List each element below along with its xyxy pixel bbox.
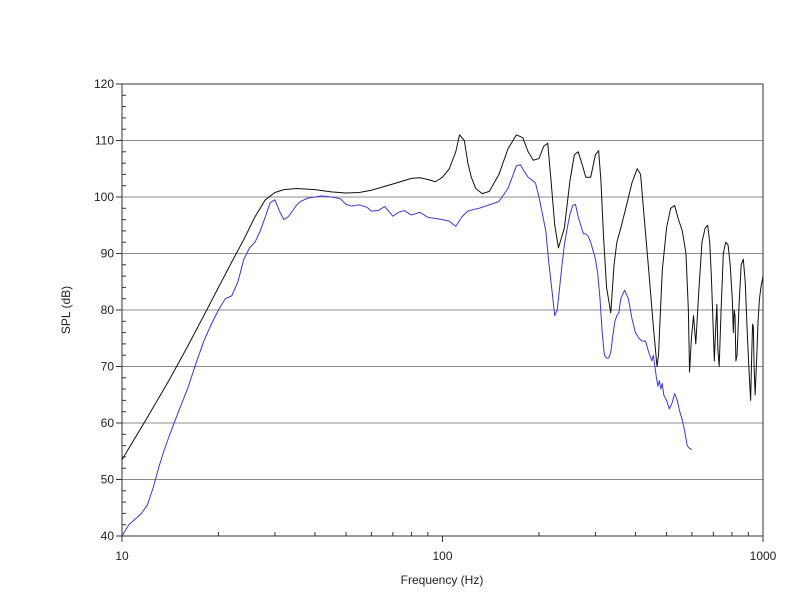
y-tick-label: 90 (101, 247, 115, 261)
y-tick-label: 100 (94, 190, 114, 204)
series-line-black (121, 134, 764, 460)
y-tick-label: 70 (101, 360, 115, 374)
x-axis-title: Frequency (Hz) (401, 573, 484, 587)
plot-frame (121, 83, 764, 537)
y-tick-label: 80 (101, 303, 115, 317)
y-tick-label: 110 (95, 134, 114, 148)
y-tick-label: 120 (94, 77, 114, 91)
x-tick-label: 100 (432, 549, 452, 563)
series-lines (121, 134, 764, 537)
x-tick-label: 1000 (750, 549, 777, 563)
y-tick-label: 40 (101, 529, 115, 543)
horizontal-gridlines (122, 140, 763, 480)
x-tick-labels: 10 100 1000 (115, 549, 776, 563)
y-axis-title: SPL (dB) (59, 286, 73, 334)
y-tick-labels: 40 50 60 70 80 90 100 110 120 (94, 77, 114, 543)
series-line-blue (121, 164, 693, 537)
y-tick-label: 60 (101, 416, 115, 430)
axis-ticks (116, 83, 764, 542)
y-tick-label: 50 (101, 473, 115, 487)
x-tick-label: 10 (115, 549, 129, 563)
